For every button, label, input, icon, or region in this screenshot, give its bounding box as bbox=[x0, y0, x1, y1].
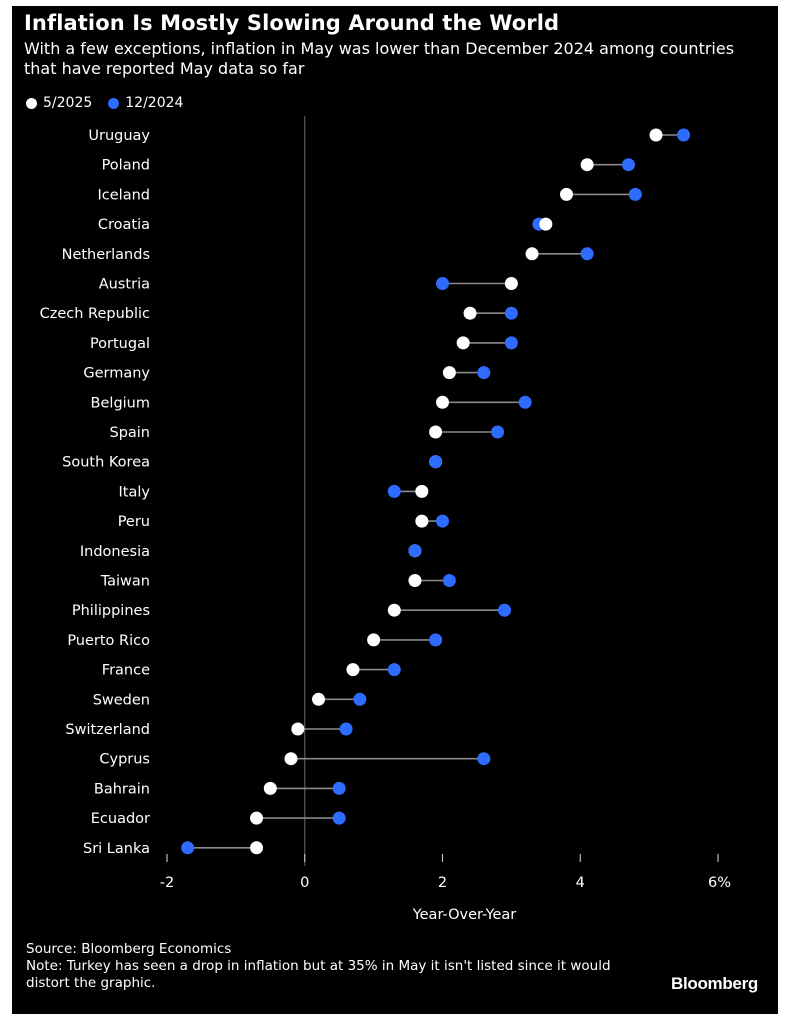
legend-item-dec-2024: 12/2024 bbox=[108, 95, 183, 111]
x-tick-label: 6% bbox=[708, 875, 731, 891]
point-may-2025 bbox=[250, 811, 264, 825]
category-label: Peru bbox=[118, 514, 150, 530]
category-label: Uruguay bbox=[88, 128, 150, 144]
category-label: Italy bbox=[119, 484, 151, 500]
point-dec-2024 bbox=[429, 455, 443, 469]
point-dec-2024 bbox=[518, 395, 532, 409]
point-may-2025 bbox=[429, 425, 443, 439]
category-label: Philippines bbox=[72, 603, 150, 619]
chart-card: Inflation Is Mostly Slowing Around the W… bbox=[12, 6, 778, 1014]
category-label: Austria bbox=[99, 277, 150, 293]
point-may-2025 bbox=[367, 633, 381, 647]
category-label: Puerto Rico bbox=[67, 633, 150, 649]
category-label: Taiwan bbox=[100, 574, 150, 590]
x-axis-title: Year-Over-Year bbox=[412, 907, 517, 923]
bloomberg-logo: Bloomberg bbox=[670, 974, 758, 993]
point-may-2025 bbox=[559, 187, 573, 201]
category-label: France bbox=[102, 663, 150, 679]
point-may-2025 bbox=[649, 128, 663, 142]
legend-label-may-2025: 5/2025 bbox=[43, 95, 93, 111]
point-dec-2024 bbox=[497, 603, 511, 617]
point-dec-2024 bbox=[181, 841, 195, 855]
category-label: Sri Lanka bbox=[83, 841, 150, 857]
legend-swatch-may-2025 bbox=[26, 97, 37, 109]
point-may-2025 bbox=[415, 514, 429, 528]
point-may-2025 bbox=[436, 395, 449, 409]
category-label: Cyprus bbox=[99, 752, 150, 768]
x-tick-label: 4 bbox=[576, 875, 585, 891]
category-label: Ecuador bbox=[91, 811, 150, 827]
chart-footnotes: Source: Bloomberg Economics Note: Turkey… bbox=[26, 941, 626, 992]
point-dec-2024 bbox=[677, 128, 691, 142]
source-note: Source: Bloomberg Economics bbox=[26, 941, 232, 957]
point-may-2025 bbox=[463, 306, 477, 320]
x-tick-label: 0 bbox=[300, 875, 309, 891]
legend-swatch-dec-2024 bbox=[108, 97, 120, 109]
point-dec-2024 bbox=[387, 663, 401, 677]
point-may-2025 bbox=[456, 336, 470, 350]
x-tick-label: -2 bbox=[160, 875, 174, 891]
category-label: South Korea bbox=[62, 455, 150, 471]
point-may-2025 bbox=[291, 722, 305, 736]
point-dec-2024 bbox=[580, 247, 594, 261]
point-may-2025 bbox=[250, 841, 264, 855]
category-label: Switzerland bbox=[65, 722, 150, 738]
point-dec-2024 bbox=[387, 484, 401, 498]
point-dec-2024 bbox=[339, 722, 353, 736]
chart-title: Inflation Is Mostly Slowing Around the W… bbox=[24, 11, 560, 35]
category-label: Portugal bbox=[90, 336, 150, 352]
point-may-2025 bbox=[263, 781, 277, 795]
point-dec-2024 bbox=[477, 366, 491, 380]
point-may-2025 bbox=[312, 692, 326, 706]
point-dec-2024 bbox=[628, 187, 642, 201]
category-label: Bahrain bbox=[94, 781, 150, 797]
point-may-2025 bbox=[580, 158, 594, 172]
point-dec-2024 bbox=[621, 158, 635, 172]
category-label: Iceland bbox=[98, 187, 150, 203]
legend-item-may-2025: 5/2025 bbox=[26, 95, 92, 111]
point-dec-2024 bbox=[477, 752, 491, 766]
point-dec-2024 bbox=[353, 692, 367, 706]
legend: 5/2025 12/2024 bbox=[26, 92, 199, 114]
point-may-2025 bbox=[408, 574, 422, 587]
point-dec-2024 bbox=[442, 574, 456, 587]
point-may-2025 bbox=[284, 752, 298, 766]
category-label: Indonesia bbox=[80, 544, 150, 560]
point-may-2025 bbox=[415, 484, 429, 498]
point-may-2025 bbox=[504, 277, 518, 290]
point-dec-2024 bbox=[332, 781, 346, 795]
x-tick-label: 2 bbox=[438, 875, 447, 891]
legend-label-dec-2024: 12/2024 bbox=[125, 95, 184, 111]
category-label: Belgium bbox=[91, 395, 150, 411]
point-dec-2024 bbox=[504, 306, 518, 320]
point-dec-2024 bbox=[408, 544, 422, 558]
category-label: Germany bbox=[83, 366, 150, 382]
point-may-2025 bbox=[346, 663, 360, 677]
category-label: Poland bbox=[102, 158, 150, 174]
category-label: Czech Republic bbox=[40, 306, 150, 322]
point-dec-2024 bbox=[332, 811, 346, 825]
point-dec-2024 bbox=[429, 633, 443, 647]
dot-plot-chart: -2 0 2 4 6% Year-Over-Year Uruguay Poland Icelan… bbox=[40, 116, 731, 923]
point-may-2025 bbox=[442, 366, 456, 380]
point-dec-2024 bbox=[504, 336, 518, 350]
chart-subtitle: With a few exceptions, inflation in May … bbox=[24, 39, 735, 78]
point-may-2025 bbox=[387, 603, 401, 617]
category-label: Spain bbox=[109, 425, 150, 441]
point-may-2025 bbox=[539, 217, 553, 231]
point-dec-2024 bbox=[491, 425, 505, 439]
category-label: Sweden bbox=[93, 692, 150, 708]
category-label: Netherlands bbox=[62, 247, 150, 263]
category-label: Croatia bbox=[98, 217, 150, 233]
footnote: Note: Turkey has seen a drop in inflatio… bbox=[26, 958, 611, 991]
point-dec-2024 bbox=[436, 277, 449, 290]
point-dec-2024 bbox=[436, 514, 449, 528]
point-may-2025 bbox=[525, 247, 539, 261]
